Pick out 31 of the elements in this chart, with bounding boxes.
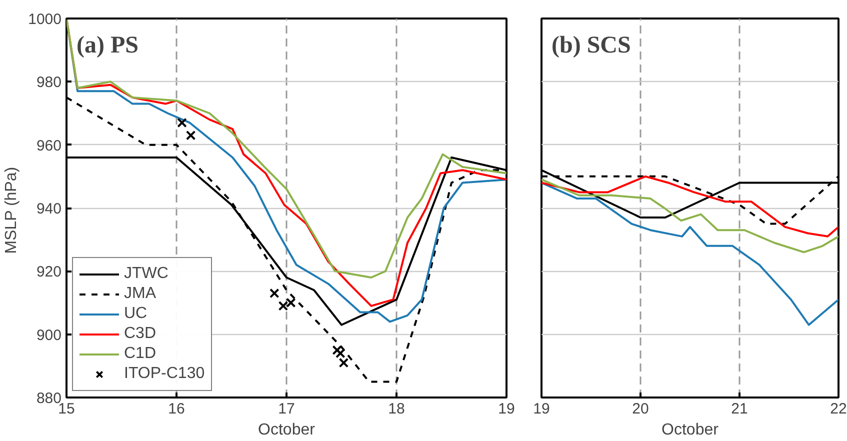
x-tick-label: 16 [168,400,185,418]
point [177,118,187,128]
legend-label: JTWC [124,265,168,283]
y-tick-label: 940 [36,200,62,218]
x-tick-label: 21 [731,400,748,418]
y-tick-label: 980 [36,74,62,92]
y-tick-label: 920 [36,264,62,281]
legend-label: UC [124,305,148,323]
x-tick-label: 17 [278,400,295,418]
point [336,348,346,358]
y-axis-title: MSLP (hPa) [3,166,20,254]
point [270,288,280,298]
x-tick-label: 20 [632,400,649,418]
point [186,130,196,140]
text: (a) PS [76,32,138,58]
y-tick-label: 900 [36,326,62,344]
point [338,358,349,368]
legend-label: JMA [124,285,156,303]
x-axis-title: October [258,422,316,438]
x-tick-label: 19 [533,400,550,418]
text: (b) SCS [552,32,631,58]
x-tick-label: 19 [498,400,515,418]
point [332,345,342,356]
legend-label: C3D [124,325,156,343]
legend-label: C1D [124,345,156,363]
y-tick-label: 960 [36,137,62,154]
x-axis-title: October [662,422,720,438]
x-tick-label: 18 [388,400,405,418]
x-tick-label: 22 [830,400,847,418]
y-tick-label: 1000 [28,11,62,28]
legend-label: ITOP-C130 [124,365,205,383]
